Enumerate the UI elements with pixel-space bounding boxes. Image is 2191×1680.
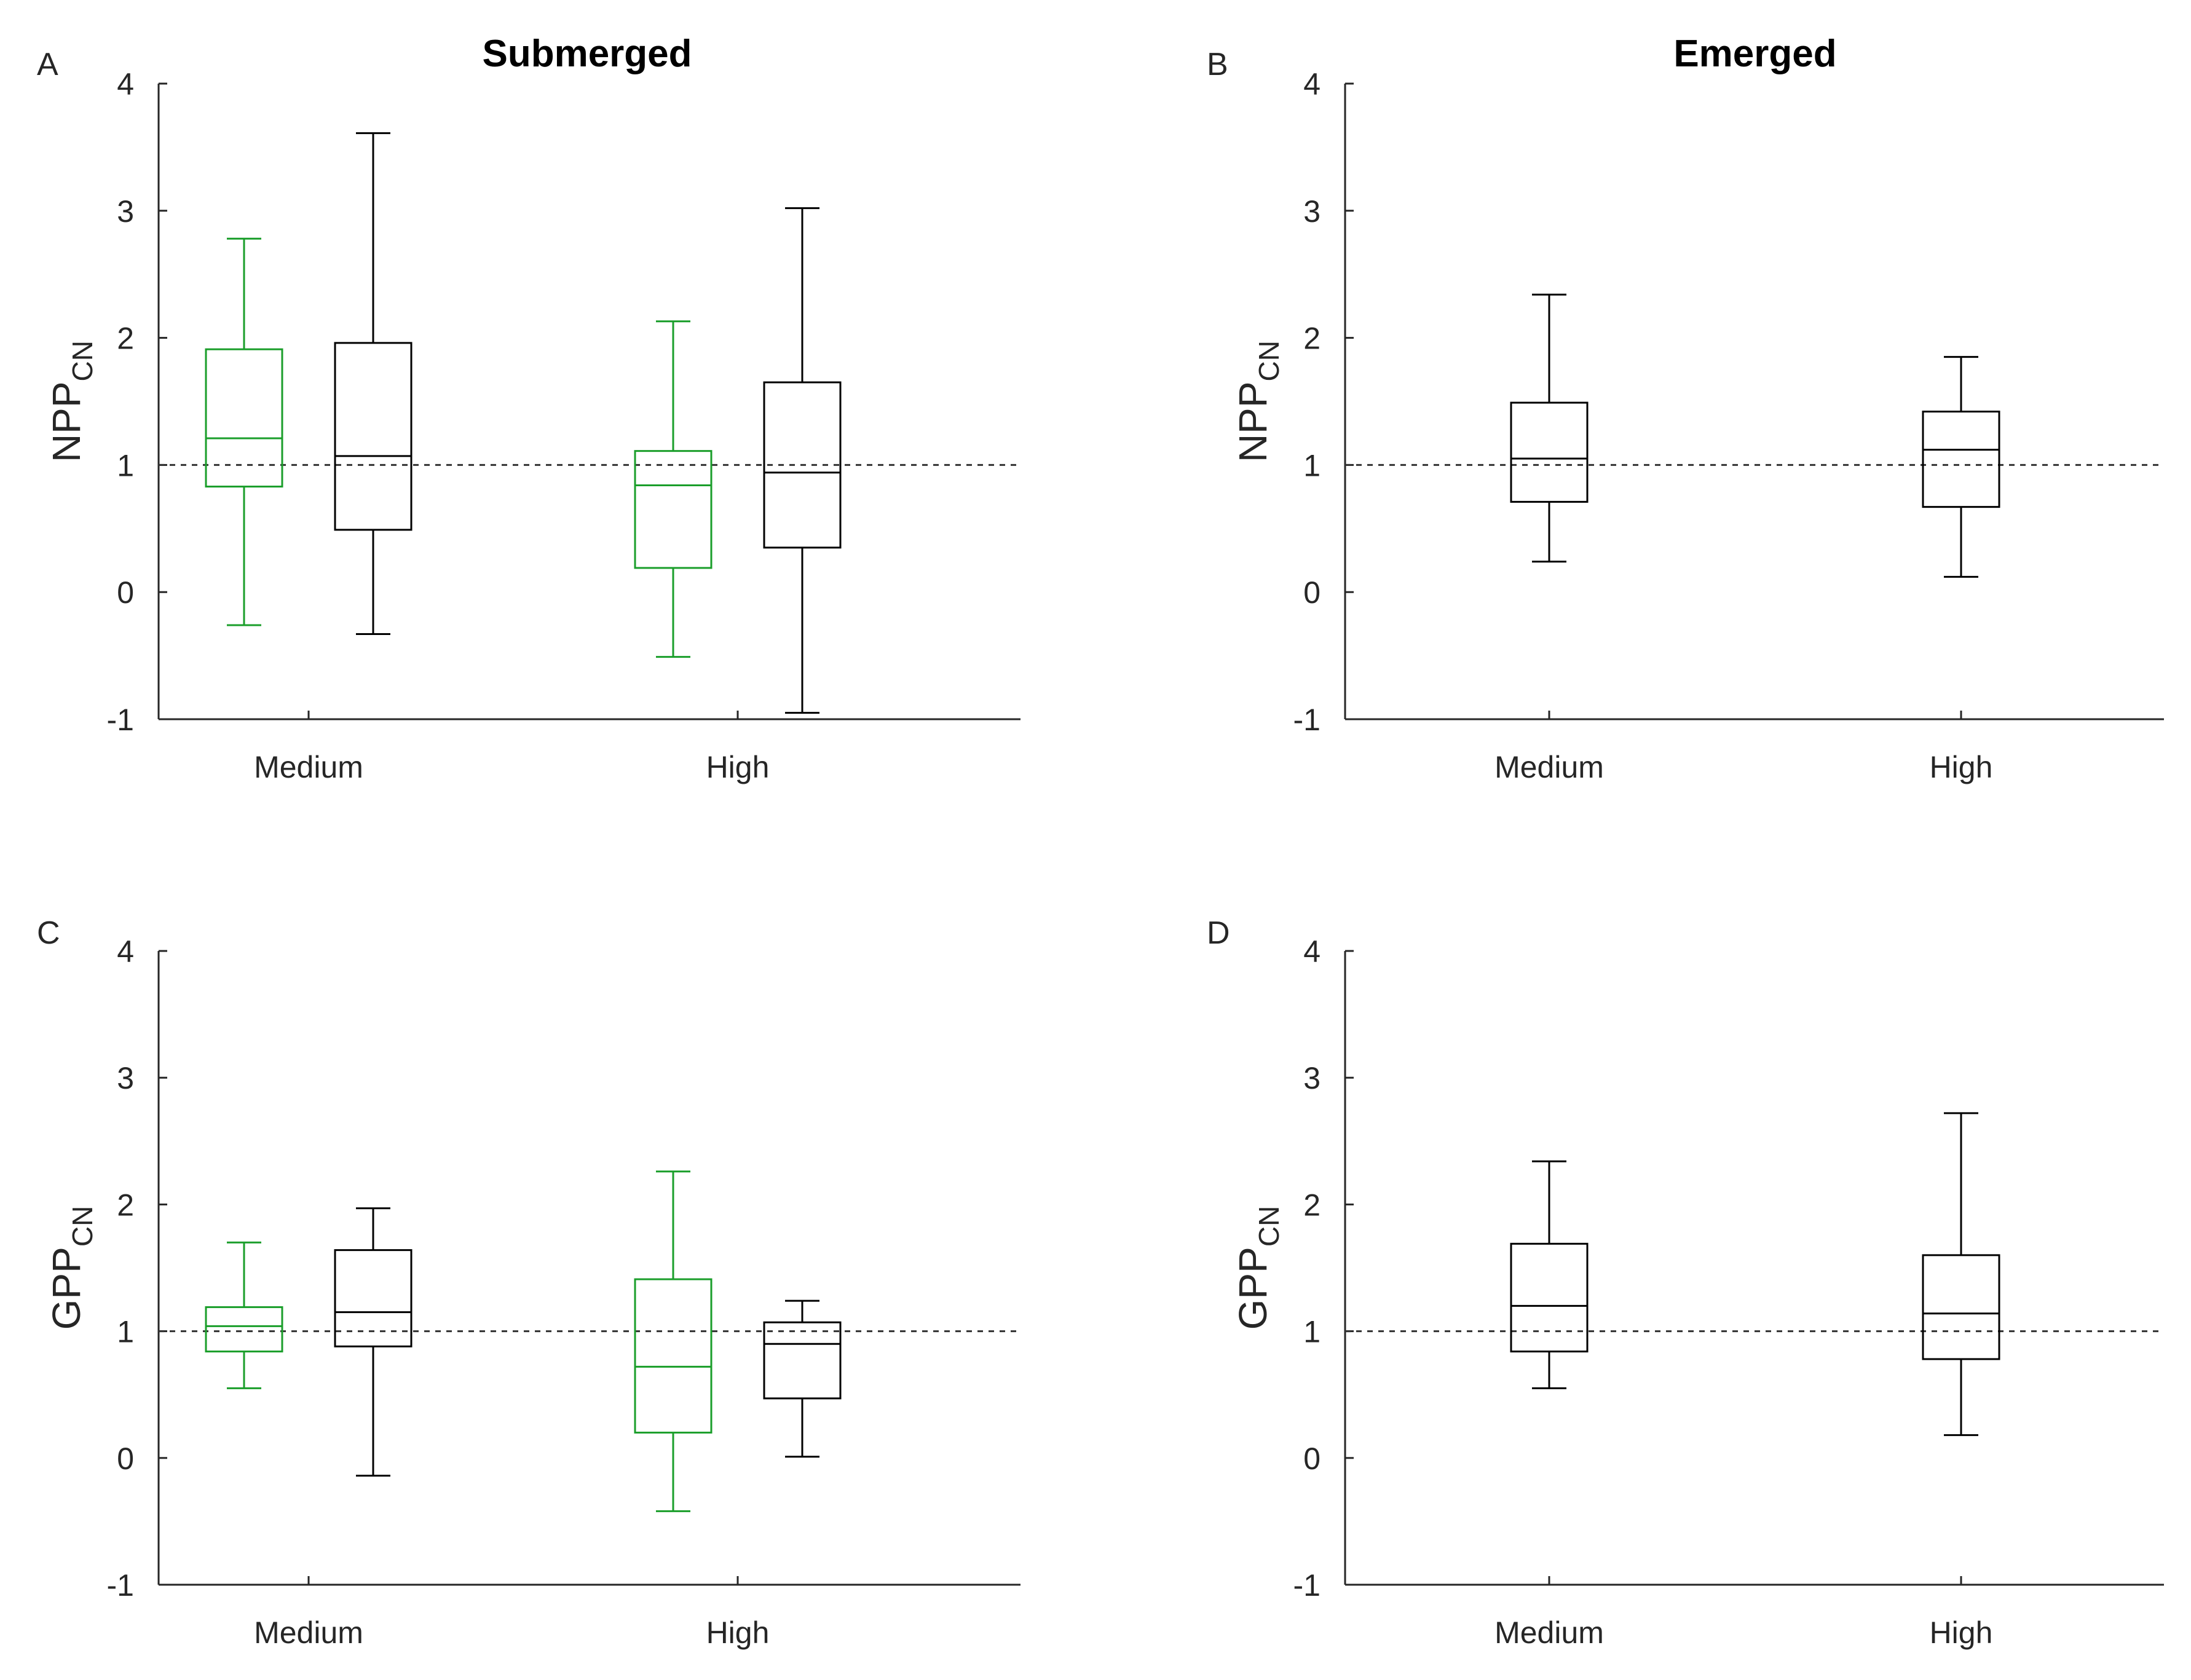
y-tick-label: 2 (117, 321, 134, 356)
y-axis-label-subscript: CN (1253, 1206, 1285, 1247)
iqr-box (1922, 1254, 2000, 1360)
y-tick-label: -1 (1293, 1568, 1321, 1603)
y-axis-label-main: GPP (1231, 1247, 1275, 1330)
y-axis-label-main: GPP (44, 1247, 89, 1330)
panel-letter: D (1207, 915, 1230, 951)
y-tick-label: 3 (117, 1061, 134, 1095)
y-tick-label: 1 (117, 1315, 134, 1349)
y-axis-label: GPPCN (44, 1206, 98, 1330)
iqr-box (334, 1249, 413, 1347)
panel-b: B Emerged NPPCN -1 0 1 2 3 4 Medium High (1207, 33, 2164, 784)
box-green-medium (205, 237, 283, 626)
panel-letter: C (37, 915, 60, 951)
y-tick-label: 2 (1303, 321, 1321, 356)
y-tick-label: 3 (1303, 194, 1321, 229)
panel-c: C GPPCN -1 0 1 2 3 4 Medium High (37, 915, 1020, 1650)
x-tick-label-medium: Medium (254, 1615, 363, 1650)
iqr-box (763, 381, 842, 549)
x-tick-label-high: High (706, 1615, 770, 1650)
box-black-medium (1510, 293, 1589, 563)
y-tick-label: 1 (1303, 448, 1321, 483)
y-axis-label-subscript: CN (66, 341, 98, 381)
iqr-box (1510, 1242, 1589, 1353)
y-axis-label-main: NPP (1231, 381, 1275, 462)
x-tick-label-medium: Medium (1494, 750, 1604, 784)
box-black-high (1922, 1112, 2000, 1437)
iqr-box (1510, 401, 1589, 503)
y-tick-label: 4 (1303, 934, 1321, 969)
y-axis-label-subscript: CN (66, 1206, 98, 1247)
box-green-medium (205, 1241, 283, 1389)
y-axis-label: NPPCN (44, 341, 98, 462)
y-tick-label: 4 (117, 934, 134, 969)
box-black-medium (1510, 1160, 1589, 1389)
box-green-high (634, 1170, 713, 1512)
y-tick-label: 4 (117, 67, 134, 101)
box-black-high (763, 207, 842, 714)
iqr-box (205, 1306, 283, 1353)
y-tick-label: 0 (1303, 1441, 1321, 1476)
iqr-box (634, 450, 713, 569)
chart-title: Emerged (1673, 33, 1836, 75)
y-tick-label: 0 (117, 575, 134, 610)
chart-title: Submerged (482, 33, 692, 75)
y-tick-label: -1 (1293, 703, 1321, 737)
y-tick-label: 3 (1303, 1061, 1321, 1095)
box-black-high (763, 1299, 842, 1458)
y-axis-label-subscript: CN (1253, 341, 1285, 381)
y-tick-label: 0 (117, 1441, 134, 1476)
panel-d: D GPPCN -1 0 1 2 3 4 Medium High (1207, 915, 2164, 1650)
y-axis-label: NPPCN (1231, 341, 1285, 462)
panel-letter: B (1207, 47, 1228, 82)
y-axis-label-main: NPP (44, 381, 89, 462)
x-tick-label-medium: Medium (254, 750, 363, 784)
iqr-box (634, 1278, 713, 1434)
box-black-medium (334, 132, 413, 635)
panel-letter: A (37, 47, 58, 82)
y-tick-label: 2 (1303, 1188, 1321, 1222)
iqr-box (763, 1321, 842, 1400)
x-tick-label-high: High (1930, 750, 1993, 784)
x-tick-label-high: High (706, 750, 770, 784)
y-tick-label: 3 (117, 194, 134, 229)
y-tick-label: 4 (1303, 67, 1321, 101)
y-tick-label: 1 (1303, 1315, 1321, 1349)
box-black-high (1922, 356, 2000, 578)
panel-a: A Submerged NPPCN -1 0 1 2 3 4 Medium High (37, 33, 1020, 784)
y-tick-label: 2 (117, 1188, 134, 1222)
iqr-box (334, 342, 413, 531)
y-tick-label: -1 (107, 1568, 134, 1603)
y-tick-label: 0 (1303, 575, 1321, 610)
box-black-medium (334, 1207, 413, 1477)
box-green-high (634, 320, 713, 658)
y-tick-label: 1 (117, 448, 134, 483)
x-tick-label-high: High (1930, 1615, 1993, 1650)
x-tick-label-medium: Medium (1494, 1615, 1604, 1650)
y-tick-label: -1 (107, 703, 134, 737)
iqr-box (1922, 411, 2000, 508)
iqr-box (205, 348, 283, 488)
y-axis-label: GPPCN (1231, 1206, 1285, 1330)
